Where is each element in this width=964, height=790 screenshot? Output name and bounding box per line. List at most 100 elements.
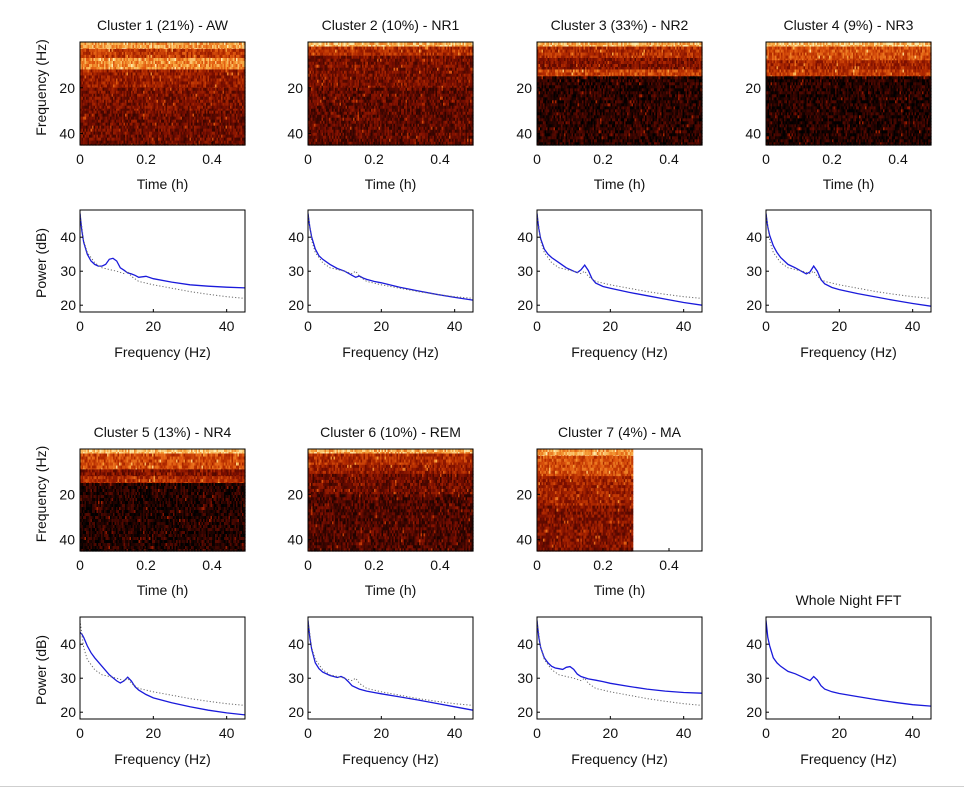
spectrogram-cell [209,110,212,115]
spectrogram-cell [227,81,230,86]
spectrogram-cell [108,81,111,86]
spectrogram-cell [195,105,198,110]
spectrogram-cell [137,90,140,95]
spectrogram-cell [159,105,162,110]
spectrogram-cell [143,108,146,112]
spectrogram-cell [165,81,168,86]
spectrogram-cell [84,105,87,110]
spectrogram-cell [122,69,125,74]
spectrogram-cell [126,90,129,95]
spectrogram-cell [105,75,108,80]
spectrogram-cell [185,81,188,86]
spectrogram-cell [170,84,173,89]
spectrogram-cell [168,81,171,86]
spectrogram-cell [138,105,141,110]
spectrogram-cell [153,113,156,118]
spectrogram-cell [162,45,165,49]
spectrogram-cell [105,99,108,104]
spectrogram-cell [197,58,200,62]
spectrogram-cell [119,99,122,104]
spectrogram-cell [132,67,135,71]
spectrogram-cell [107,93,110,98]
spectrogram-cell [156,58,159,62]
spectrogram-cell [167,67,170,71]
spectrogram-cell [177,110,180,115]
spectrogram-cell [114,72,117,77]
spectrogram-cell [216,67,219,71]
spectrogram-cell [140,93,143,98]
spectrogram-cell [129,105,132,110]
spectrogram-cell [102,45,105,49]
spectrogram-cell [80,54,83,59]
spectrogram-cell [239,42,242,46]
spectrogram-cell [83,61,86,65]
spectrogram-cell [98,42,101,46]
spectrogram-cell [114,81,117,86]
spectrogram-cell [150,110,153,115]
spectrogram-cell [192,61,195,65]
spectrogram-cell [147,45,150,49]
spectrogram-cell [131,105,134,110]
spectrogram-cell [150,54,153,59]
spectrogram-cell [141,69,144,74]
spectrogram-cell [236,93,239,98]
spectrogram-cell [99,75,102,80]
spectrogram-cell [189,42,192,46]
spectrogram-cell [237,110,240,115]
spectrogram-cell [161,75,164,80]
spectrogram-cell [227,102,230,107]
spectrogram-cell [234,87,237,92]
spectrogram-cell [162,113,165,118]
spectrogram-cell [215,42,218,46]
spectrogram-cell [210,48,213,53]
spectrogram-cell [147,72,150,77]
spectrogram-cell [96,45,99,49]
spectrogram-cell [131,54,134,59]
spectrogram-cell [191,45,194,49]
spectrogram-cell [137,72,140,77]
spectrogram-cell [230,48,233,53]
spectrogram-cell [198,110,201,115]
spectrogram-cell [195,69,198,74]
spectrogram-cell [161,64,164,68]
spectrogram-cell [210,93,213,98]
spectrogram-cell [137,84,140,89]
spectrogram-cell [191,81,194,86]
spectrogram-cell [95,61,98,65]
spectrogram-cell [213,42,216,46]
spectrogram-cell [84,84,87,89]
spectrogram-cell [215,48,218,53]
spectrogram-cell [183,58,186,62]
spectrogram-cell [228,99,231,104]
spectrogram-cell [122,67,125,71]
spectrogram-cell [180,48,183,50]
spectrogram-cell [200,69,203,74]
spectrogram-cell [123,75,126,80]
spectrogram-cell [89,90,92,95]
spectrogram-cell [197,72,200,77]
spectrogram-cell [143,113,146,118]
spectrogram-cell [242,110,245,115]
spectrogram-cell [80,61,83,65]
spectrogram-cell [83,81,86,86]
spectrogram-cell [132,48,135,50]
spectrogram-cell [84,42,87,46]
spectrogram-cell [209,69,212,74]
spectrogram-cell [225,58,228,62]
spectrogram-cell [206,67,209,71]
spectrogram-cell [177,108,180,112]
spectrogram-cell [233,75,236,80]
spectrogram-cell [129,42,132,46]
spectrogram-cell [188,75,191,80]
spectrogram-cell [182,90,185,95]
spectrogram-cell [176,51,179,56]
spectrogram-cell [137,108,140,112]
spectrogram-cell [81,61,84,65]
spectrogram-cell [242,58,245,62]
spectrogram-cell [213,99,216,104]
spectrogram-cell [192,102,195,107]
spectrogram-cell [164,105,167,110]
spectrogram-cell [96,96,99,101]
spectrogram-cell [197,48,200,53]
spectrogram-cell [167,90,170,95]
